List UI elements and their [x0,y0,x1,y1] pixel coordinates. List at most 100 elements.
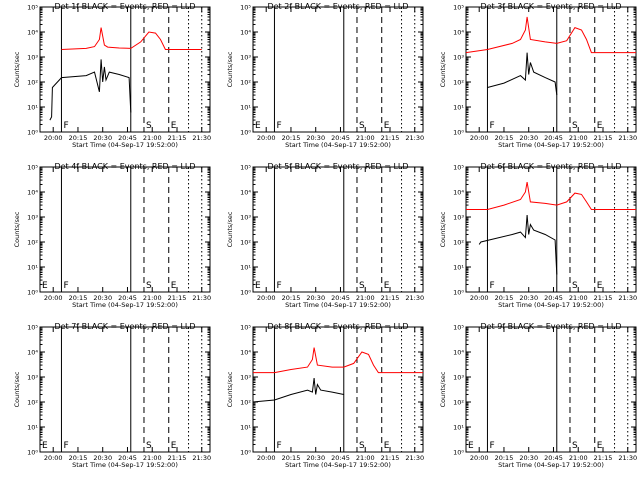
series-events [487,52,558,96]
x-axis-label: Start Time (04-Sep-17 19:52:00) [498,141,604,149]
marker-label-s: S [146,441,152,451]
marker-label-f: F [489,121,494,131]
plot-frame [252,326,424,453]
series-lld [465,16,636,54]
x-tick-label: 21:30 [192,454,211,462]
marker-label-f: F [276,441,281,451]
y-tick-label: 10³ [240,54,251,62]
y-tick-label: 10³ [453,214,464,222]
y-tick-label: 10⁰ [240,129,251,137]
panel-title: Det 9f BLACK = Events, RED = LLD [480,322,621,331]
marker-label-e: E [384,441,390,451]
y-tick-label: 10⁵ [27,164,38,172]
panel-title: Det 8f BLACK = Events, RED = LLD [267,322,408,331]
marker-label-f: F [63,441,68,451]
panel-det-1: Det 1f BLACK = Events, RED = LLD 10⁰ 10¹ 10… [13,2,211,149]
x-tick-label: 21:15 [381,134,400,142]
panel-det-5: Det 5f BLACK = Events, RED = LLD 10⁰ 10¹ 10… [226,162,424,309]
panel-title: Det 1f BLACK = Events, RED = LLD [54,2,195,11]
x-tick-label: 21:30 [405,294,424,302]
y-tick-label: 10⁵ [27,324,38,332]
y-tick-label: 10³ [27,374,38,382]
x-tick-label: 20:00 [44,294,63,302]
y-tick-label: 10⁴ [27,189,38,197]
y-tick-label: 10⁴ [453,349,464,357]
x-tick-label: 21:15 [594,454,613,462]
y-tick-label: 10³ [27,54,38,62]
x-tick-label: 21:00 [143,454,162,462]
x-tick-label: 21:00 [356,134,375,142]
x-tick-label: 20:30 [93,454,112,462]
panel-det-7: Det 7f BLACK = Events, RED = LLD 10⁰ 10¹ 10… [13,322,211,469]
x-tick-label: 20:45 [331,454,350,462]
y-tick-label: 10¹ [453,264,464,272]
marker-label-s: S [572,281,578,291]
panel-det-6: Det 6f BLACK = Events, RED = LLD 10⁰ 10¹ 10… [439,162,637,309]
x-tick-label: 20:15 [495,454,514,462]
x-axis-label: Start Time (04-Sep-17 19:52:00) [72,141,178,149]
y-tick-label: 10¹ [240,104,251,112]
panel-title: Det 5f BLACK = Events, RED = LLD [267,162,408,171]
y-tick-label: 10⁵ [240,4,251,12]
plot-frame [465,326,637,453]
plot-frame [465,166,637,293]
plot-frame [39,326,211,453]
x-tick-label: 20:30 [306,294,325,302]
panel-det-2: Det 2f BLACK = Events, RED = LLD 10⁰ 10¹ 10… [226,2,424,149]
x-tick-label: 21:30 [192,294,211,302]
y-axis-label: Counts/sec [13,371,21,407]
y-tick-label: 10³ [240,374,251,382]
x-tick-label: 20:00 [470,454,489,462]
x-tick-label: 20:15 [282,454,301,462]
y-tick-label: 10² [240,239,251,247]
y-tick-label: 10⁵ [27,4,38,12]
x-tick-label: 21:15 [594,134,613,142]
x-tick-label: 21:00 [143,294,162,302]
panel-det-9: Det 9f BLACK = Events, RED = LLD 10⁰ 10¹ 10… [439,322,637,469]
y-tick-label: 10⁰ [453,129,464,137]
y-tick-label: 10³ [453,374,464,382]
x-tick-label: 20:45 [118,294,137,302]
plot-frame [39,6,211,133]
x-axis-label: Start Time (04-Sep-17 19:52:00) [72,301,178,309]
x-tick-label: 20:15 [69,454,88,462]
panel-det-4: Det 4f BLACK = Events, RED = LLD 10⁰ 10¹ 10… [13,162,211,309]
x-tick-label: 21:30 [618,294,637,302]
y-tick-label: 10⁴ [27,29,38,37]
y-tick-label: 10¹ [240,424,251,432]
x-tick-label: 21:15 [168,134,187,142]
y-tick-label: 10⁴ [240,29,251,37]
x-tick-label: 20:15 [495,134,514,142]
y-axis-label: Counts/sec [226,211,234,247]
panel-title: Det 6f BLACK = Events, RED = LLD [480,162,621,171]
panel-title: Det 4f BLACK = Events, RED = LLD [54,162,195,171]
x-tick-label: 21:15 [168,294,187,302]
marker-label-f: F [276,121,281,131]
marker-label-e: E [597,441,603,451]
y-axis-label: Counts/sec [13,211,21,247]
x-tick-label: 20:45 [118,454,137,462]
y-tick-label: 10² [453,79,464,87]
x-tick-label: 20:30 [93,134,112,142]
x-tick-label: 20:00 [257,294,276,302]
panel-det-8: Det 8f BLACK = Events, RED = LLD 10⁰ 10¹ 10… [226,322,424,469]
x-tick-label: 20:30 [519,454,538,462]
marker-label-e: E [384,281,390,291]
y-tick-label: 10⁴ [453,189,464,197]
y-tick-label: 10¹ [240,264,251,272]
marker-label-s: S [146,281,152,291]
x-axis-label: Start Time (04-Sep-17 19:52:00) [285,461,391,469]
y-tick-label: 10² [240,399,251,407]
plot-frame [252,166,424,293]
x-axis-label: Start Time (04-Sep-17 19:52:00) [498,301,604,309]
y-axis-label: Counts/sec [439,51,447,87]
corner-label: E [42,281,48,291]
y-tick-label: 10¹ [453,424,464,432]
series-events [252,378,344,403]
marker-label-s: S [572,121,578,131]
y-tick-label: 10¹ [453,104,464,112]
y-tick-label: 10³ [27,214,38,222]
y-tick-label: 10⁰ [240,449,251,457]
panel-title: Det 7f BLACK = Events, RED = LLD [54,322,195,331]
marker-label-e: E [384,121,390,131]
